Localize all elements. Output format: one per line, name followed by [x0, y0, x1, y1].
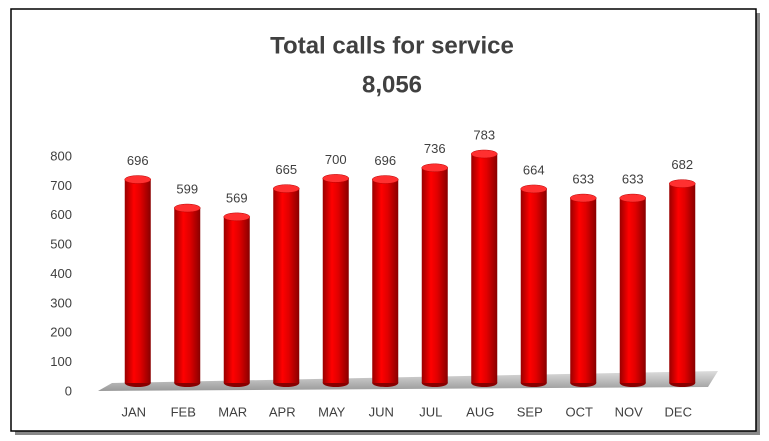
bar-cap [322, 174, 349, 183]
data-label: 682 [671, 157, 693, 172]
data-label: 736 [424, 141, 446, 156]
bar-cap [124, 175, 151, 184]
y-tick-label: 300 [50, 295, 72, 310]
x-tick-label: AUG [466, 404, 494, 419]
x-tick-label: SEP [517, 404, 543, 419]
floor [98, 371, 718, 391]
y-tick-label: 400 [50, 266, 72, 281]
data-label: 665 [275, 162, 297, 177]
x-tick-label: MAR [218, 404, 247, 419]
bar-cap [619, 193, 646, 203]
chart-subtitle: 8,056 [362, 71, 422, 98]
bar [273, 188, 300, 383]
bar [669, 183, 696, 383]
bar-cap [174, 203, 201, 213]
data-label: 569 [226, 190, 248, 205]
bar [223, 216, 250, 383]
bar-cap [372, 175, 399, 184]
bar [471, 153, 498, 383]
bar-cap [421, 163, 448, 173]
data-label: 599 [176, 181, 198, 196]
y-tick-label: 100 [50, 354, 72, 369]
bar-cap [471, 149, 498, 159]
bar [520, 188, 547, 383]
x-tick-label: APR [269, 404, 296, 419]
bar [124, 179, 151, 383]
y-tick-label: 800 [50, 148, 72, 163]
y-tick-label: 700 [50, 178, 72, 193]
bar [570, 198, 597, 383]
x-tick-label: DEC [665, 404, 692, 419]
x-tick-label: JAN [121, 404, 146, 419]
data-label: 783 [473, 127, 495, 142]
bar-cap [223, 212, 250, 222]
data-label: 696 [127, 153, 149, 168]
x-tick-label: MAY [318, 404, 346, 419]
data-label: 700 [325, 152, 347, 167]
x-tick-label: NOV [615, 404, 644, 419]
x-tick-label: JUN [369, 404, 394, 419]
data-label: 633 [622, 171, 644, 186]
chart-title: Total calls for service [270, 32, 514, 59]
bar [322, 178, 349, 383]
x-tick-label: FEB [171, 404, 196, 419]
bar-cap [273, 184, 300, 193]
x-tick-label: OCT [566, 404, 594, 419]
bar [619, 198, 646, 383]
bar [421, 167, 448, 383]
data-label: 696 [374, 153, 396, 168]
x-tick-label: JUL [419, 404, 442, 419]
y-tick-label: 200 [50, 325, 72, 340]
y-tick-label: 0 [65, 383, 72, 398]
y-tick-label: 500 [50, 237, 72, 252]
data-label: 664 [523, 162, 545, 177]
bar-cap [669, 179, 696, 188]
bar-cap [570, 193, 597, 203]
bar-cap [520, 184, 547, 194]
data-label: 633 [572, 171, 594, 186]
bar [174, 208, 201, 383]
bar [372, 179, 399, 383]
y-tick-label: 600 [50, 207, 72, 222]
